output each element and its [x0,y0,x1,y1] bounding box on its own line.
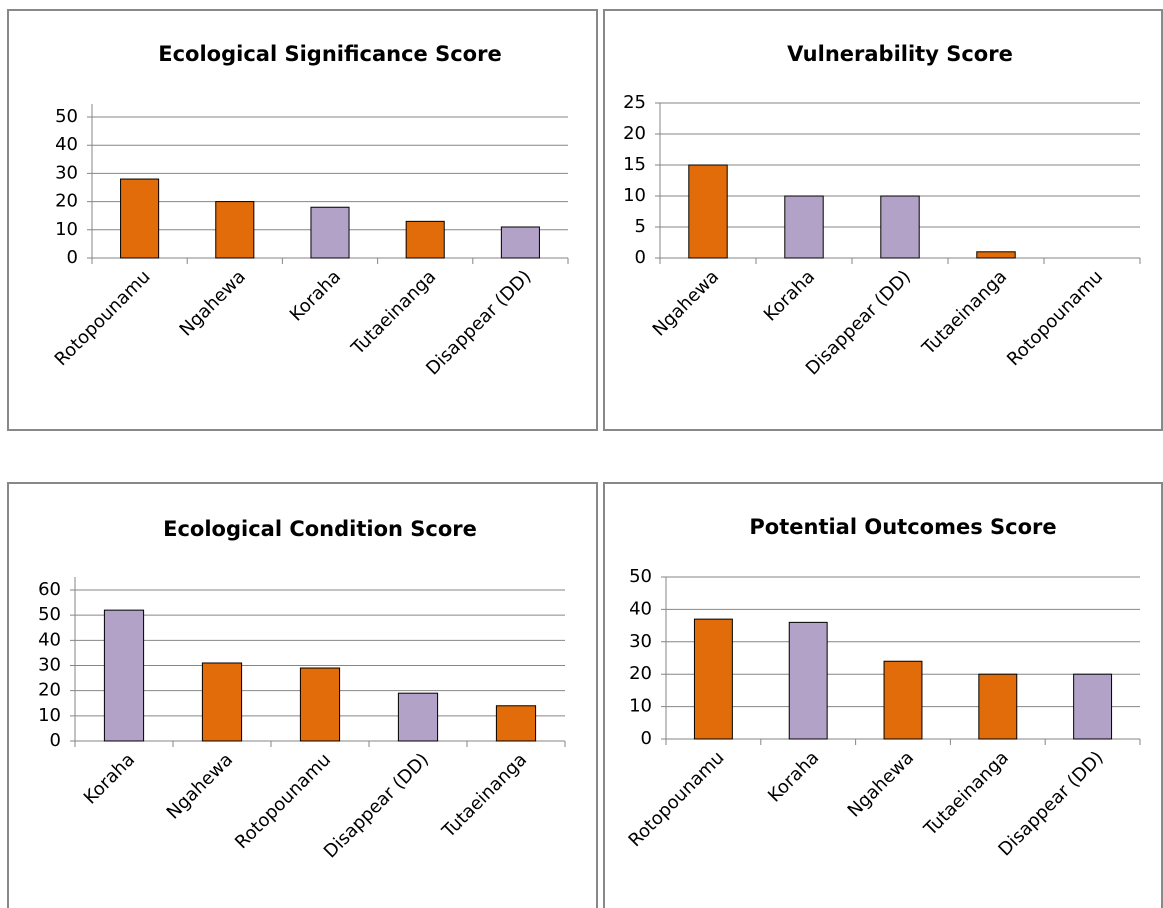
bar [880,195,920,259]
y-tick-label: 40 [629,598,652,619]
chart-title: Ecological Condition Score [163,517,477,541]
y-tick-label: 25 [623,92,646,113]
y-tick-label: 10 [623,185,646,206]
bar [215,201,255,259]
x-tick-label: Koraha [286,266,345,325]
y-tick-label: 20 [38,680,61,701]
chart-title: Vulnerability Score [787,42,1013,66]
x-tick-label: Rotopounamu [1003,266,1107,370]
panel-frame [7,9,598,431]
y-tick-label: 50 [55,106,78,127]
bar [120,178,160,259]
panel-frame [7,482,598,908]
x-tick-label: Ngahewa [649,266,723,340]
y-tick-label: 30 [38,655,61,676]
y-tick-label: 0 [641,728,652,749]
x-tick-label: Disappear (DD) [320,749,433,862]
y-tick-label: 10 [55,219,78,240]
y-tick-label: 20 [55,191,78,212]
y-tick-label: 15 [623,154,646,175]
y-tick-label: 40 [55,134,78,155]
bar [976,251,1016,259]
x-tick-label: Tutaeinanga [347,266,440,359]
y-tick-label: 5 [635,216,646,237]
bar [405,220,445,259]
y-tick-label: 20 [629,663,652,684]
bar [978,673,1018,740]
x-tick-label: Rotopounamu [625,747,729,851]
x-tick-label: Ngahewa [844,747,918,821]
bar [1073,673,1113,740]
bar [883,660,923,740]
x-tick-label: Koraha [760,266,819,325]
bar [788,621,828,740]
y-tick-label: 0 [635,247,646,268]
y-tick-label: 60 [38,579,61,600]
chart-title: Ecological Significance Score [158,42,501,66]
x-tick-label: Disappear (DD) [994,747,1107,860]
panel-frame [603,482,1163,908]
bar [693,618,733,740]
panel-frame [603,9,1163,431]
bar [784,195,824,259]
x-tick-label: Ngahewa [163,749,237,823]
x-tick-label: Rotopounamu [51,266,155,370]
y-tick-label: 20 [623,123,646,144]
x-tick-label: Tutaeinanga [918,266,1011,359]
x-tick-label: Koraha [80,749,139,808]
bar [310,206,350,259]
chart-title: Potential Outcomes Score [749,515,1056,539]
y-tick-label: 10 [629,696,652,717]
y-tick-label: 0 [67,247,78,268]
y-tick-label: 30 [629,631,652,652]
y-tick-label: 30 [55,162,78,183]
bar [397,692,439,742]
y-tick-label: 50 [38,604,61,625]
x-tick-label: Tutaeinanga [438,749,531,842]
x-tick-label: Ngahewa [176,266,250,340]
x-tick-label: Koraha [764,747,823,806]
bar [495,705,537,742]
x-tick-label: Disappear (DD) [422,266,535,379]
y-tick-label: 10 [38,705,61,726]
x-tick-label: Disappear (DD) [802,266,915,379]
bar [103,609,145,742]
y-tick-label: 40 [38,629,61,650]
x-tick-label: Tutaeinanga [919,747,1012,840]
bar [201,662,243,742]
y-tick-label: 0 [50,730,61,751]
y-tick-label: 50 [629,566,652,587]
x-tick-label: Rotopounamu [231,749,335,853]
bar [688,164,728,259]
bar [299,667,341,742]
bar [500,226,540,259]
